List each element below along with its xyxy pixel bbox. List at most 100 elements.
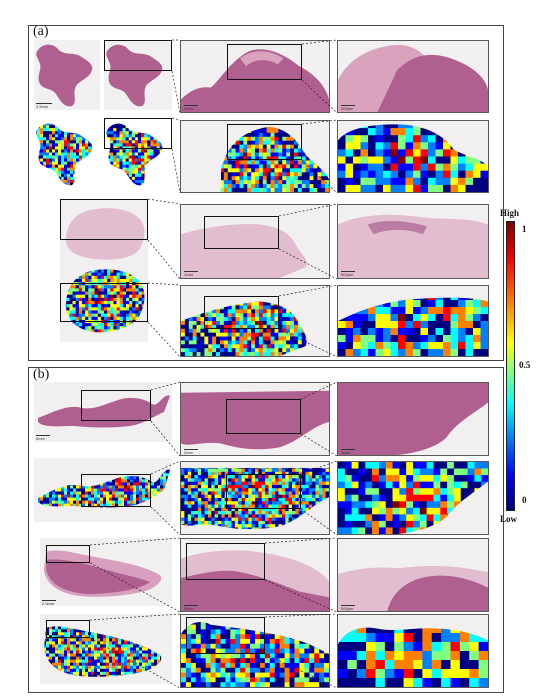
heatmap-cell [227, 336, 232, 341]
heatmap-cell [255, 352, 260, 356]
heatmap-cell [94, 146, 97, 149]
heatmap-cell [321, 313, 325, 317]
heatmap-cell [141, 161, 145, 165]
heatmap-cell [216, 184, 220, 188]
heatmap-cell [234, 468, 239, 473]
heatmap-cell [197, 491, 202, 496]
heatmap-cell [231, 336, 236, 341]
heatmap-cell [214, 468, 219, 473]
heatmap-cell [262, 305, 267, 310]
heatmap-cell [55, 155, 59, 159]
heatmap-cell [325, 488, 329, 492]
heatmap-cell [116, 278, 121, 283]
heatmap-cell [113, 326, 117, 330]
heatmap-cell [46, 140, 50, 144]
heatmap-cell [297, 352, 303, 356]
heatmap-cell [126, 288, 130, 292]
heatmap-cell [88, 291, 92, 295]
heatmap-cell [153, 161, 157, 165]
heatmap-cell [383, 177, 391, 186]
heatmap-cell [70, 167, 74, 172]
heatmap-cell [192, 348, 197, 353]
heatmap-cell [278, 336, 283, 341]
heatmap-cell [117, 333, 120, 336]
heatmap-cell [375, 349, 384, 356]
heatmap-cell [163, 473, 167, 477]
heatmap-cell [153, 137, 157, 141]
heatmap-cell [88, 143, 92, 147]
heatmap-cell [61, 519, 64, 522]
heatmap-cell [121, 469, 125, 471]
heatmap-cell [110, 125, 114, 129]
heatmap-cell [208, 188, 212, 192]
heatmap-cell [270, 301, 275, 306]
heatmap-cell [247, 336, 252, 341]
heatmap-cell [219, 309, 225, 314]
heatmap-cell [197, 471, 202, 476]
heatmap-cell [106, 161, 108, 165]
heatmap-cell [46, 146, 50, 150]
heatmap-cell [43, 458, 46, 461]
heatmap-cell [52, 469, 56, 471]
heatmap-cell [166, 469, 170, 471]
heatmap-cell [94, 134, 97, 137]
heatmap-cell [465, 328, 474, 336]
heatmap-cell [126, 310, 130, 314]
heatmap-cell [251, 494, 256, 499]
heatmap-cell [239, 144, 244, 149]
heatmap-cell [305, 352, 307, 356]
heatmap-cell [85, 149, 89, 153]
heatmap-cell [138, 131, 142, 135]
heatmap-cell [239, 152, 244, 157]
heatmap-cell [204, 471, 209, 476]
heatmap-cell [465, 314, 474, 322]
heatmap-cell [88, 260, 91, 263]
heatmap-cell [321, 305, 325, 309]
heatmap-cell [128, 155, 133, 159]
heatmap-cell [70, 469, 74, 471]
heatmap-cell [67, 164, 71, 168]
heatmap-cell [138, 140, 142, 144]
heatmap-cell [465, 170, 474, 179]
heatmap-cell [116, 131, 120, 135]
heatmap-cell [251, 348, 256, 353]
heatmap-cell [133, 479, 137, 483]
heatmap-cell [193, 172, 197, 176]
heatmap-cell [290, 140, 295, 145]
heatmap-cell [69, 333, 72, 336]
heatmap-cell [288, 488, 293, 492]
heatmap-cell [293, 156, 299, 161]
heatmap-cell [139, 494, 143, 498]
heatmap-cell [40, 458, 43, 461]
heatmap-cell [196, 348, 201, 353]
heatmap-cell [110, 313, 114, 318]
heatmap-cell [46, 500, 50, 505]
heatmap-cell [278, 324, 283, 330]
heatmap-cell [52, 497, 56, 501]
heatmap-cell [126, 301, 130, 305]
heatmap-cell [40, 125, 44, 129]
heatmap-cell [301, 144, 306, 149]
heatmap-cell [129, 333, 132, 336]
heatmap-cell [147, 152, 151, 156]
heatmap-cell [85, 307, 89, 311]
heatmap-cell [91, 263, 94, 266]
heatmap-cell [145, 469, 149, 471]
heatmap-cell [141, 326, 145, 330]
heatmap-cell [46, 143, 50, 147]
heatmap-cell [286, 313, 291, 318]
heatmap-cell [305, 328, 307, 333]
heatmap-cell [128, 167, 133, 172]
heatmap-cell [301, 152, 306, 157]
heatmap-cell [52, 476, 56, 480]
heatmap-cell [107, 304, 111, 308]
heatmap-cell [70, 513, 73, 516]
heatmap-cell [207, 467, 212, 469]
heatmap-cell [106, 461, 109, 464]
heatmap-cell [271, 478, 276, 482]
heatmap-cell [88, 278, 92, 283]
heatmap-cell [49, 119, 52, 122]
heatmap-cell [321, 136, 326, 142]
heatmap-cell [383, 328, 391, 336]
heatmap-cell [181, 160, 185, 164]
